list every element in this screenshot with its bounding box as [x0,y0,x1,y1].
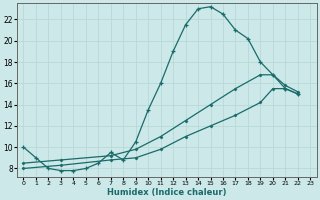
X-axis label: Humidex (Indice chaleur): Humidex (Indice chaleur) [107,188,227,197]
